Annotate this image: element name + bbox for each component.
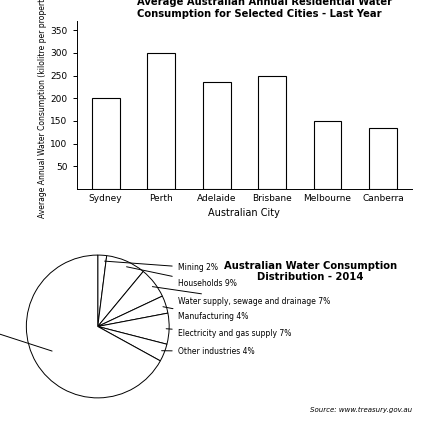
Text: Electricity and gas supply 7%: Electricity and gas supply 7% bbox=[166, 329, 291, 338]
Text: Households 9%: Households 9% bbox=[127, 267, 237, 288]
Wedge shape bbox=[98, 296, 168, 326]
Text: Average Australian Annual Residential Water
Consumption for Selected Cities - La: Average Australian Annual Residential Wa… bbox=[137, 0, 392, 19]
Y-axis label: Average Annual Water Consumption (kilolitre per property): Average Annual Water Consumption (kiloli… bbox=[38, 0, 48, 218]
Text: Source: www.treasury.gov.au: Source: www.treasury.gov.au bbox=[310, 407, 412, 413]
Bar bbox=[147, 53, 175, 189]
Bar bbox=[258, 75, 286, 189]
Wedge shape bbox=[98, 271, 162, 326]
Text: Water supply, sewage and drainage 7%: Water supply, sewage and drainage 7% bbox=[153, 287, 330, 306]
Wedge shape bbox=[98, 313, 169, 344]
Text: Australian Water Consumption
Distribution - 2014: Australian Water Consumption Distributio… bbox=[224, 261, 397, 282]
Wedge shape bbox=[98, 256, 143, 326]
Text: Other industries 4%: Other industries 4% bbox=[162, 347, 254, 356]
Bar bbox=[92, 98, 119, 189]
Text: Agriculture
67%: Agriculture 67% bbox=[0, 311, 52, 351]
Bar bbox=[203, 82, 230, 189]
Bar bbox=[369, 128, 397, 189]
Bar bbox=[314, 121, 342, 189]
Text: Mining 2%: Mining 2% bbox=[105, 261, 218, 273]
X-axis label: Australian City: Australian City bbox=[208, 209, 280, 218]
Wedge shape bbox=[98, 255, 107, 326]
Wedge shape bbox=[98, 326, 167, 361]
Text: Manufacturing 4%: Manufacturing 4% bbox=[163, 307, 248, 321]
Wedge shape bbox=[26, 255, 160, 398]
